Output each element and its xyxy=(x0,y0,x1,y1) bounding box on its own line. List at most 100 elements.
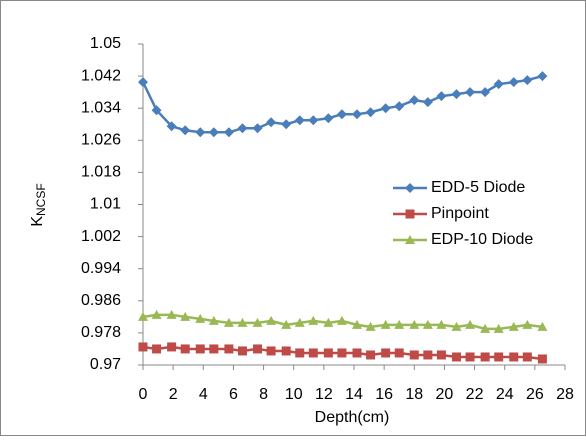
x-tick-label: 2 xyxy=(169,386,178,403)
data-point xyxy=(294,115,305,126)
data-point xyxy=(266,117,277,128)
data-point xyxy=(365,321,376,331)
data-point xyxy=(151,105,162,116)
data-point xyxy=(337,348,347,358)
x-tick-label: 16 xyxy=(375,386,393,403)
data-point xyxy=(409,350,419,360)
data-point xyxy=(352,348,362,358)
data-point xyxy=(451,321,462,331)
data-point xyxy=(237,317,248,327)
data-point xyxy=(281,319,292,329)
data-point xyxy=(167,342,177,352)
data-point xyxy=(138,342,148,352)
x-tick-label: 26 xyxy=(526,386,544,403)
x-tick-label: 24 xyxy=(496,386,514,403)
data-point xyxy=(352,319,363,329)
data-point xyxy=(465,87,476,98)
data-point xyxy=(436,91,447,102)
data-point xyxy=(537,321,548,331)
y-tick-label: 0.994 xyxy=(81,260,121,277)
data-point xyxy=(208,127,219,138)
y-axis-label: KNCSF xyxy=(29,183,48,226)
data-point xyxy=(294,317,305,327)
data-point xyxy=(180,344,190,354)
data-point xyxy=(394,348,404,358)
data-point xyxy=(465,352,475,362)
data-point xyxy=(166,309,177,319)
data-point xyxy=(138,77,148,88)
data-point xyxy=(493,79,504,90)
y-tick-label: 1.026 xyxy=(81,132,121,149)
data-point xyxy=(381,348,391,358)
data-point xyxy=(152,344,162,354)
data-point xyxy=(180,125,191,136)
data-point xyxy=(451,352,461,362)
data-point xyxy=(281,119,292,130)
y-axis-label-main: K xyxy=(29,216,46,227)
legend-marker xyxy=(405,183,415,193)
data-point xyxy=(509,352,519,362)
data-point xyxy=(209,344,219,354)
data-point xyxy=(336,315,347,325)
legend-marker xyxy=(405,209,415,219)
y-axis-label-sub: NCSF xyxy=(34,183,48,216)
data-point xyxy=(352,109,363,120)
data-point xyxy=(166,121,177,132)
data-point xyxy=(237,123,248,134)
data-point xyxy=(224,344,234,354)
data-point xyxy=(223,127,234,138)
legend-label: Pinpoint xyxy=(431,205,489,222)
legend-label: EDP-10 Diode xyxy=(431,231,533,248)
data-point xyxy=(422,97,433,108)
data-point xyxy=(522,75,533,86)
data-point xyxy=(465,319,476,329)
x-tick-label: 8 xyxy=(259,386,268,403)
x-axis-label: Depth(cm) xyxy=(315,409,390,426)
data-point xyxy=(195,313,206,323)
data-point xyxy=(323,113,334,124)
data-point xyxy=(494,352,504,362)
data-point xyxy=(253,344,263,354)
data-point xyxy=(180,311,191,321)
y-tick-label: 1.01 xyxy=(90,196,121,213)
data-point xyxy=(366,350,376,360)
data-point xyxy=(223,317,234,327)
data-point xyxy=(281,346,291,356)
data-point xyxy=(508,321,519,331)
data-point xyxy=(423,350,433,360)
data-point xyxy=(323,348,333,358)
x-tick-label: 0 xyxy=(139,386,148,403)
legend-label: EDD-5 Diode xyxy=(431,179,525,196)
data-point xyxy=(522,319,533,329)
y-tick-label: 1.042 xyxy=(81,67,121,84)
x-tick-label: 4 xyxy=(199,386,208,403)
x-tick-label: 18 xyxy=(405,386,423,403)
data-point xyxy=(409,95,420,106)
data-point xyxy=(436,319,447,329)
y-tick-label: 1.034 xyxy=(81,99,121,116)
data-point xyxy=(493,323,504,333)
data-point xyxy=(380,319,391,329)
data-point xyxy=(308,115,319,126)
data-point xyxy=(422,319,433,329)
data-point xyxy=(480,352,490,362)
data-point xyxy=(308,315,319,325)
data-point xyxy=(308,348,318,358)
data-point xyxy=(323,317,334,327)
data-point xyxy=(138,311,148,321)
legend-marker xyxy=(405,235,415,244)
data-point xyxy=(508,77,519,88)
x-tick-label: 10 xyxy=(285,386,303,403)
x-tick-label: 20 xyxy=(436,386,454,403)
data-point xyxy=(394,319,405,329)
data-point xyxy=(266,346,276,356)
x-tick-label: 22 xyxy=(466,386,484,403)
x-tick-label: 14 xyxy=(345,386,363,403)
data-point xyxy=(266,315,277,325)
x-tick-label: 6 xyxy=(229,386,238,403)
data-point xyxy=(394,101,405,112)
data-point xyxy=(451,89,462,100)
y-tick-label: 0.97 xyxy=(90,356,121,373)
y-tick-label: 0.978 xyxy=(81,324,121,341)
